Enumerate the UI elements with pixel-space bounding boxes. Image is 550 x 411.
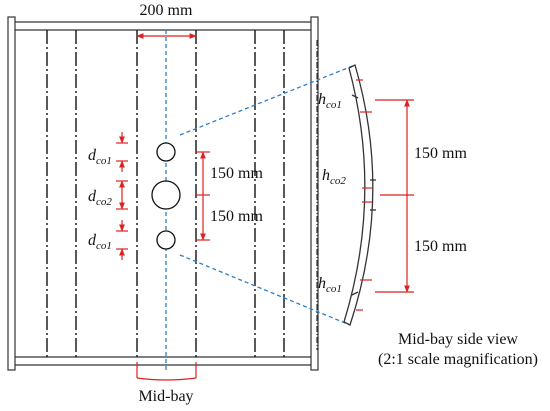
- dimension-lines: [116, 33, 414, 381]
- frame: [7, 16, 319, 371]
- hole-label: dco1: [88, 147, 112, 167]
- side-view-note: (2:1 scale magnification): [378, 351, 538, 368]
- spacing-dim: 150 mm: [414, 145, 467, 162]
- depth-label: hco1: [318, 275, 342, 295]
- midbay-label: Mid-bay: [138, 388, 193, 405]
- spacing-dim: 150 mm: [210, 165, 263, 182]
- side-view-title: Mid-bay side view: [398, 331, 518, 348]
- depth-label: hco2: [322, 167, 346, 187]
- span-dim: 200 mm: [140, 2, 193, 19]
- holes: [151, 142, 181, 250]
- depth-label: hco1: [318, 91, 342, 111]
- axis-lines: [46, 30, 285, 357]
- hole-label: dco1: [88, 232, 112, 252]
- midbay-line: [165, 30, 356, 370]
- spacing-dim: 150 mm: [210, 208, 263, 225]
- side-view-plate: [343, 64, 376, 326]
- spacing-dim: 150 mm: [414, 238, 467, 255]
- hole-label: dco2: [88, 188, 112, 208]
